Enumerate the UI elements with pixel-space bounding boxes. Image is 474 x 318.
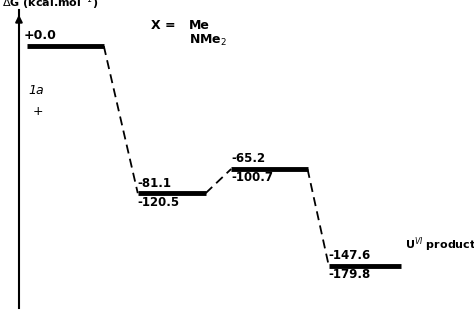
Text: +0.0: +0.0 — [23, 30, 56, 43]
Text: -100.7: -100.7 — [231, 171, 273, 184]
Text: NMe$_2$: NMe$_2$ — [189, 33, 227, 48]
Text: -147.6: -147.6 — [329, 249, 371, 262]
Text: -65.2: -65.2 — [231, 152, 265, 165]
Text: -81.1: -81.1 — [138, 176, 172, 190]
Text: X =: X = — [151, 19, 180, 32]
Text: Me: Me — [189, 19, 210, 32]
Text: $\Delta$G (kcal.mol$^{-1}$): $\Delta$G (kcal.mol$^{-1}$) — [2, 0, 98, 12]
Text: 1a
 +: 1a + — [28, 84, 44, 118]
Text: -120.5: -120.5 — [138, 196, 180, 209]
Text: U$^{VI}$ products: U$^{VI}$ products — [405, 236, 474, 254]
Text: -179.8: -179.8 — [329, 268, 371, 281]
